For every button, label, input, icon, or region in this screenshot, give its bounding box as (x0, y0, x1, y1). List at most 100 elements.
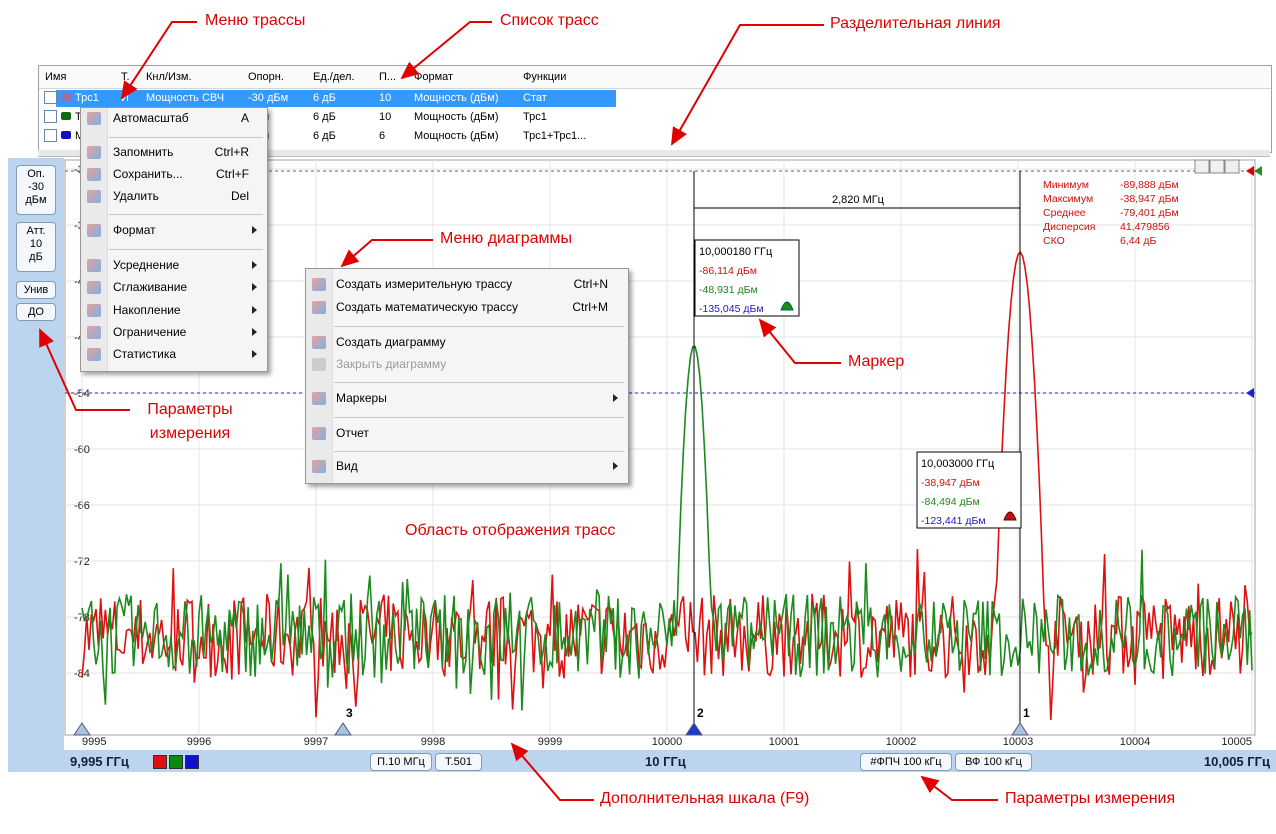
menu-icon (87, 146, 101, 159)
stat-value: -79,401 дБм (1120, 207, 1179, 219)
x-tick-label: 10001 (769, 736, 800, 748)
marker-reading: -135,045 дБм (699, 303, 764, 315)
annotation: Разделительная линия (830, 15, 1001, 32)
column-header: Имя (45, 71, 67, 83)
status-button[interactable]: ВФ 100 кГц (955, 753, 1032, 771)
marker-number: 1 (1023, 706, 1030, 720)
menu-item[interactable]: Вид (336, 459, 358, 473)
menu-item[interactable]: Автомасштаб (113, 111, 189, 125)
cell: 10 (379, 92, 392, 104)
submenu-arrow (252, 306, 257, 314)
column-header: Кнл/Изм. (146, 71, 192, 83)
marker-freq: 10,003000 ГГц (921, 458, 995, 470)
checkbox[interactable] (44, 110, 57, 123)
status-stop: 10,005 ГГц (1203, 754, 1270, 769)
stat-name: Минимум (1043, 179, 1089, 191)
stat-value: 41,479856 (1120, 221, 1170, 233)
trace-swatch (185, 755, 199, 769)
separator (334, 451, 624, 452)
button-line: Оп. (27, 168, 45, 180)
cell: Трс1+Трс1... (523, 130, 587, 142)
menu-item[interactable]: Запомнить (113, 145, 174, 159)
menu-item[interactable]: Статистика (113, 347, 177, 361)
cell: Трс1 (523, 111, 547, 123)
checkbox[interactable] (44, 129, 57, 142)
annotation: Параметры измерения (147, 401, 233, 442)
trace (81, 345, 1253, 711)
menu-icon (312, 392, 326, 405)
button-line: дБм (25, 194, 47, 206)
menu-item[interactable]: Сглаживание (113, 280, 188, 294)
param-button[interactable]: Атт. 10 дБ (16, 222, 56, 272)
marker-freq: 10,000180 ГГц (699, 246, 773, 258)
param-button[interactable]: Оп. -30 дБм (16, 165, 56, 215)
marker-number: 3 (346, 706, 353, 720)
submenu-arrow (252, 283, 257, 291)
column-header: Формат (414, 71, 454, 83)
menu-icon (87, 348, 101, 361)
menu-shortcut: Ctrl+F (216, 167, 249, 181)
x-tick-label: 9995 (82, 736, 106, 748)
menu-item[interactable]: Создать измерительную трассу (336, 277, 513, 291)
menu-icon (312, 460, 326, 473)
menu-shortcut: Ctrl+N (573, 277, 608, 291)
menu-item[interactable]: Формат (113, 223, 156, 237)
trace-color (61, 131, 71, 139)
menu-item[interactable]: Создать математическую трассу (336, 300, 518, 314)
menu-icon (87, 304, 101, 317)
menu-item[interactable]: Отчет (336, 426, 369, 440)
button-line: ДО (27, 306, 44, 318)
marker-reading: -38,947 дБм (921, 477, 980, 489)
menu-item[interactable]: Маркеры (336, 391, 387, 405)
window-button[interactable] (1209, 159, 1225, 174)
menu-item[interactable]: Ограничение (113, 325, 187, 339)
ref-arrow (1254, 166, 1262, 176)
context-menu: Создать измерительную трассу Ctrl+N Создат… (305, 268, 629, 484)
menu-item[interactable]: Создать диаграмму (336, 335, 446, 349)
menu-item[interactable]: Сохранить... (113, 167, 183, 181)
menu-item[interactable]: Усреднение (113, 258, 180, 272)
x-tick-label: 10005 (1221, 736, 1252, 748)
status-button[interactable]: П.10 МГц (370, 753, 432, 771)
menu-icon (87, 224, 101, 237)
cell: Стат (523, 92, 547, 104)
menu-icon (87, 112, 101, 125)
stat-name: СКО (1043, 235, 1065, 247)
param-button[interactable]: Унив (16, 281, 56, 299)
column-header: Т. (121, 71, 130, 83)
submenu-arrow (252, 328, 257, 336)
context-menu: Автомасштаб A Запомнить Ctrl+R Сохранить... C… (80, 107, 268, 372)
menu-item: Закрыть диаграмму (336, 357, 447, 371)
separator (109, 249, 263, 250)
menu-icon (87, 168, 101, 181)
window-button[interactable] (1224, 159, 1240, 174)
cell: И (121, 92, 129, 104)
cell: 10 (379, 111, 392, 123)
menu-item[interactable]: Удалить (113, 189, 159, 203)
x-tick-label: 10003 (1003, 736, 1034, 748)
param-button[interactable]: ДО (16, 303, 56, 321)
cell: Мощность СВЧ (146, 92, 225, 104)
marker-triangle (1011, 722, 1029, 736)
status-center: 10 ГГц (645, 754, 686, 769)
header-bar (39, 66, 1271, 89)
cell: Трс1 (75, 92, 99, 104)
x-tick-label: 10000 (652, 736, 683, 748)
status-start: 9,995 ГГц (70, 754, 129, 769)
menu-icon (87, 281, 101, 294)
menu-item[interactable]: Накопление (113, 303, 181, 317)
status-button[interactable]: Т.501 (435, 753, 482, 771)
cell: 6 (379, 130, 386, 142)
splitter[interactable] (38, 150, 1270, 157)
stat-name: Среднее (1043, 207, 1086, 219)
status-button[interactable]: #ФПЧ 100 кГц (860, 753, 952, 771)
column-header: Опорн. (248, 71, 284, 83)
checkbox[interactable] (44, 91, 57, 104)
menu-icon (312, 278, 326, 291)
cell: Мощность (дБм) (414, 92, 499, 104)
stat-name: Дисперсия (1043, 221, 1095, 233)
trace-swatch (153, 755, 167, 769)
x-tick-label: 9996 (187, 736, 211, 748)
window-button[interactable] (1194, 159, 1210, 174)
